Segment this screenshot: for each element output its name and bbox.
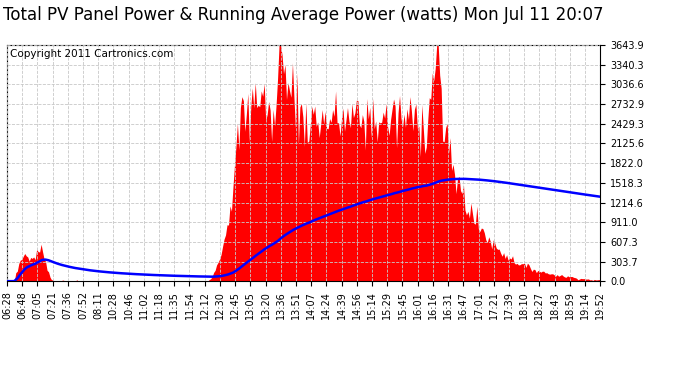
Text: Total PV Panel Power & Running Average Power (watts) Mon Jul 11 20:07: Total PV Panel Power & Running Average P… — [3, 6, 604, 24]
Text: Copyright 2011 Cartronics.com: Copyright 2011 Cartronics.com — [10, 48, 173, 58]
